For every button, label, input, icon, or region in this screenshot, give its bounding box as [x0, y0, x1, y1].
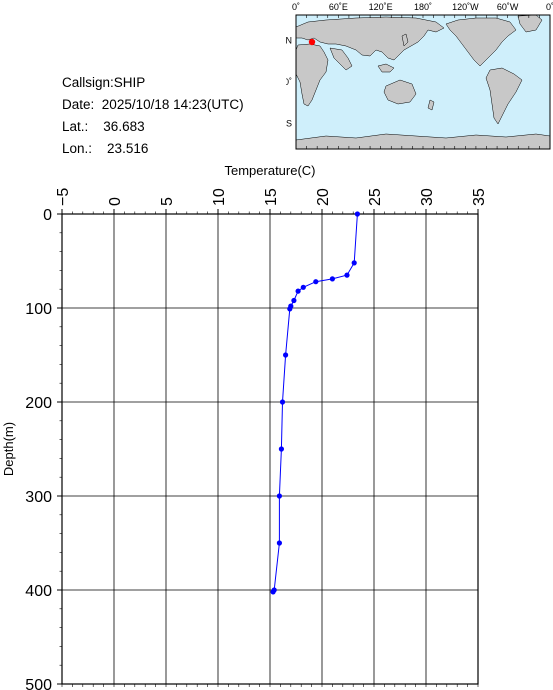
x-tick-labels: −5 0 5 10 15 20 25 30 35 — [55, 188, 488, 206]
map-longitude-label: 120˚W — [452, 2, 479, 12]
data-point — [279, 399, 286, 405]
map-longitude-label: 60˚E — [329, 2, 348, 12]
x-tick-label: 35 — [471, 188, 488, 206]
temperature-profile-chart: Temperature(C) Depth(m) −5 0 5 10 15 20 25 30 35… — [0, 160, 553, 690]
lat-value: 36.683 — [103, 119, 145, 134]
x-tick-label: 0 — [107, 197, 124, 206]
lon-line: Lon.: 23.516 — [62, 138, 244, 160]
plot-frame — [61, 213, 479, 685]
map-longitude-label: 0˚ — [546, 2, 553, 12]
y-tick-label: 0 — [43, 207, 52, 224]
data-point — [329, 276, 335, 282]
callsign-line: Callsign:SHIP — [62, 72, 244, 94]
lon-label: Lon.: — [62, 141, 93, 156]
lat-label: Lat.: — [62, 119, 89, 134]
location-map: 0˚ 60˚E 120˚E 180˚ 120˚W 60˚W 0˚ 60˚N 0˚ 60˚S — [286, 0, 553, 155]
x-tick-label: 30 — [419, 188, 436, 206]
data-point — [295, 288, 301, 294]
map-longitude-label: 0˚ — [292, 2, 300, 12]
map-latitude-label: 60˚N — [286, 35, 292, 45]
data-point — [344, 272, 350, 278]
data-point — [300, 284, 306, 290]
map-land-north-america — [445, 17, 517, 67]
temperature-profile-line — [272, 213, 358, 593]
y-tick-label: 300 — [25, 489, 52, 506]
map-land-africa — [295, 43, 329, 107]
station-marker — [308, 38, 316, 46]
date-value: 2025/10/18 14:23(UTC) — [101, 97, 244, 112]
x-tick-label: 25 — [367, 188, 384, 206]
x-tick-label: 15 — [263, 188, 280, 206]
callsign-label: Callsign: — [62, 75, 114, 90]
callsign-value: SHIP — [113, 75, 146, 90]
x-tick-label: 5 — [159, 197, 176, 206]
y-tick-label: 400 — [25, 583, 52, 600]
map-land — [295, 14, 551, 150]
date-label: Date: — [62, 97, 95, 112]
date-line: Date: 2025/10/18 14:23(UTC) — [62, 94, 244, 116]
map-longitude-label: 60˚W — [497, 2, 519, 12]
map-land-south-america — [485, 67, 523, 125]
map-longitude-label: 180˚ — [414, 2, 432, 12]
data-point — [354, 211, 360, 217]
map-land-japan — [401, 33, 409, 47]
y-tick-labels: 0 100 200 300 400 500 — [25, 207, 52, 690]
data-point — [283, 352, 289, 358]
y-axis-label: Depth(m) — [1, 422, 16, 476]
map-longitude-label: 120˚E — [369, 2, 393, 12]
map-longitude-labels: 0˚ 60˚E 120˚E 180˚ 120˚W 60˚W 0˚ — [292, 2, 553, 12]
map-frame-ticks — [295, 15, 551, 149]
data-point — [270, 589, 276, 595]
map-land-eurasia — [295, 16, 445, 61]
map-latitude-label: 60˚S — [286, 119, 292, 129]
x-tick-label: 10 — [211, 188, 228, 206]
map-land-india — [329, 47, 353, 71]
data-point — [287, 306, 293, 312]
lat-line: Lat.: 36.683 — [62, 116, 244, 138]
data-point — [276, 540, 282, 546]
chart-svg: Temperature(C) Depth(m) −5 0 5 10 15 20 25 30 35… — [1, 163, 488, 690]
data-point — [351, 260, 357, 266]
data-point — [278, 446, 284, 452]
map-land-newzealand — [427, 99, 435, 111]
chart-minor-ticks — [57, 209, 479, 687]
lon-value: 23.516 — [107, 141, 149, 156]
location-map-svg: 0˚ 60˚E 120˚E 180˚ 120˚W 60˚W 0˚ 60˚N 0˚ 60˚S — [286, 2, 553, 150]
map-latitude-label: 0˚ — [286, 77, 292, 87]
x-tick-label: 20 — [315, 188, 332, 206]
y-tick-label: 200 — [25, 395, 52, 412]
data-point — [276, 493, 282, 499]
x-tick-label: −5 — [55, 188, 72, 206]
temperature-profile-points — [270, 211, 360, 595]
y-tick-label: 500 — [25, 677, 52, 690]
station-info: Callsign:SHIP Date: 2025/10/18 14:23(UTC… — [62, 72, 244, 160]
map-latitude-labels: 60˚N 0˚ 60˚S — [286, 35, 292, 128]
chart-grid — [61, 213, 479, 685]
data-point — [291, 297, 297, 304]
map-land-australia — [383, 79, 417, 105]
x-axis-label: Temperature(C) — [224, 163, 315, 178]
map-land-sea-islands — [377, 63, 395, 73]
y-tick-label: 100 — [25, 301, 52, 318]
data-point — [313, 279, 319, 285]
